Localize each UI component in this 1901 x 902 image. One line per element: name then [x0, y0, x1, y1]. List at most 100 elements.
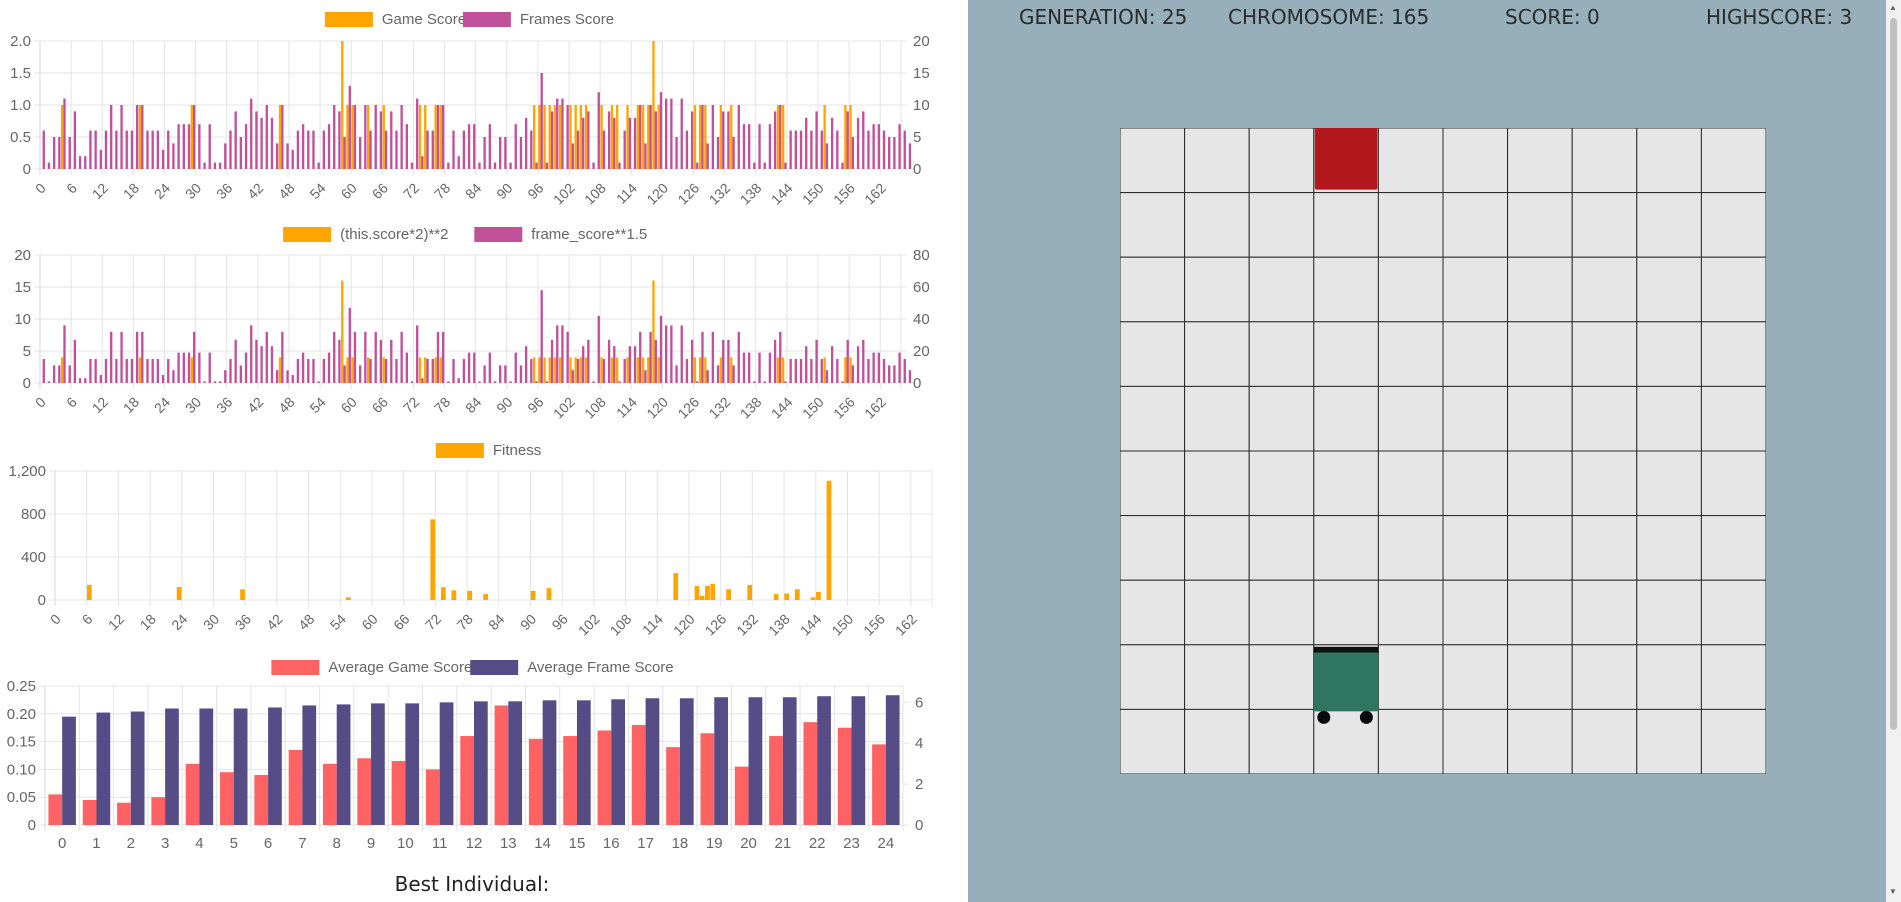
board-cell	[1313, 450, 1379, 517]
bar-frame-score-1-5	[234, 339, 237, 383]
bar-fitness	[710, 583, 716, 600]
bar-frames-score	[799, 130, 803, 169]
legend-swatch	[271, 660, 320, 675]
y-tick-label-right: 60	[913, 279, 930, 296]
board-cell	[1507, 321, 1573, 387]
bar-frame-score-1-5	[856, 346, 860, 383]
x-tick-label: 18	[120, 180, 142, 202]
bar-frames-score	[436, 105, 440, 169]
bar-fitness	[530, 590, 536, 600]
page-scrollbar[interactable]: ▲ ▼	[1886, 0, 1901, 902]
bar-frame-score-1-5	[670, 325, 673, 383]
bar-frame-score-1-5	[281, 331, 284, 383]
bar-game-score	[849, 105, 852, 169]
bar-frames-score	[198, 124, 201, 169]
board-cell	[1507, 644, 1573, 710]
board-cell	[1184, 644, 1250, 710]
board-cell	[1700, 450, 1766, 517]
x-tick-label: 144	[797, 611, 825, 639]
scroll-down-arrow-icon[interactable]: ▼	[1889, 887, 1897, 896]
bar-game-score	[657, 105, 660, 169]
bar-frame-score-1-5	[327, 352, 331, 383]
bar-frame-score-1-5	[779, 331, 782, 383]
bar-average-frame-score	[542, 700, 557, 825]
bar-average-frame-score	[782, 697, 797, 825]
bar--this-score-2-2	[730, 357, 733, 383]
bar-frames-score	[566, 105, 569, 169]
bar-frames-score	[146, 130, 149, 169]
x-tick-label: 108	[581, 180, 609, 208]
x-tick-label: 48	[275, 180, 297, 202]
bar-frame-score-1-5	[877, 352, 880, 383]
bar-average-game-score	[48, 794, 63, 825]
chromosome-label: CHROMOSOME: 165	[1228, 5, 1430, 29]
bar-frames-score	[317, 162, 320, 169]
bar--this-score-2-2	[533, 357, 536, 383]
bar-frames-score	[120, 105, 123, 169]
bar-frame-score-1-5	[78, 378, 82, 383]
bar--this-score-2-2	[569, 357, 572, 383]
bar-frames-score	[353, 105, 357, 169]
x-tick-label: 18	[672, 835, 689, 852]
averages-chart-svg: Average Game Score Average Frame Score 0 0.…	[7, 659, 924, 852]
bar-frames-score	[99, 149, 102, 169]
x-tick-label: 84	[462, 394, 484, 416]
bar--this-score-2-2	[138, 357, 142, 383]
bar-frame-score-1-5	[312, 359, 315, 383]
x-tick-label: 30	[182, 180, 204, 202]
bar-frames-score	[867, 130, 870, 169]
board-cell	[1442, 515, 1509, 581]
bar--this-score-2-2	[641, 357, 645, 383]
bar-average-frame-score	[576, 700, 591, 825]
bar-frames-score	[908, 143, 912, 169]
bar-frames-score	[654, 111, 657, 169]
bar-frame-score-1-5	[400, 331, 403, 383]
bar-frame-score-1-5	[250, 325, 253, 383]
scroll-up-arrow-icon[interactable]: ▲	[1889, 3, 1897, 12]
bar-average-frame-score	[439, 702, 454, 825]
bar-frame-score-1-5	[218, 381, 222, 383]
x-tick-label: 8	[333, 835, 341, 852]
bar-frame-score-1-5	[203, 381, 206, 383]
bar-frame-score-1-5	[167, 359, 170, 383]
bar-average-game-score	[666, 747, 680, 825]
bar-frame-score-1-5	[384, 359, 388, 383]
board-cell	[1442, 450, 1509, 517]
bar-average-frame-score	[851, 696, 866, 825]
x-tick-label: 11	[432, 835, 448, 852]
scroll-thumb[interactable]	[1890, 18, 1897, 730]
bar-average-game-score	[151, 797, 166, 825]
bar-frames-score	[571, 143, 574, 169]
bar-average-frame-score	[96, 712, 111, 825]
bar-frame-score-1-5	[587, 339, 590, 383]
y-tick-label-right: 2	[915, 776, 923, 793]
bar-frames-score	[410, 162, 414, 169]
bar-frame-score-1-5	[530, 359, 533, 383]
board-cell	[1507, 708, 1573, 774]
x-tick-label: 22	[809, 835, 826, 852]
x-tick-label: 108	[581, 394, 609, 422]
board-cell	[1442, 128, 1509, 194]
bar-frames-score	[872, 124, 875, 169]
bar-frame-score-1-5	[722, 339, 725, 383]
bar-frame-score-1-5	[141, 331, 144, 383]
bar-frame-score-1-5	[270, 346, 274, 383]
x-tick-label: 78	[431, 180, 453, 202]
bar-fitness	[430, 519, 436, 600]
bar-average-frame-score	[645, 698, 660, 825]
bar-frame-score-1-5	[597, 315, 600, 383]
bar-frame-score-1-5	[224, 370, 227, 383]
bar-frame-score-1-5	[582, 346, 585, 383]
bar-frame-score-1-5	[467, 352, 471, 383]
bar-game-score	[730, 105, 733, 169]
bar-frames-score	[841, 162, 844, 169]
y-tick-label-left: 0.10	[7, 761, 36, 778]
x-tick-label: 12	[466, 835, 483, 852]
board-cell	[1184, 128, 1250, 194]
board-cell	[1507, 128, 1573, 194]
bar-frames-score	[364, 105, 367, 169]
bar-frame-score-1-5	[110, 331, 113, 383]
bar-frame-score-1-5	[343, 365, 346, 383]
bar-frame-score-1-5	[301, 352, 305, 383]
x-tick-label: 54	[306, 180, 328, 202]
